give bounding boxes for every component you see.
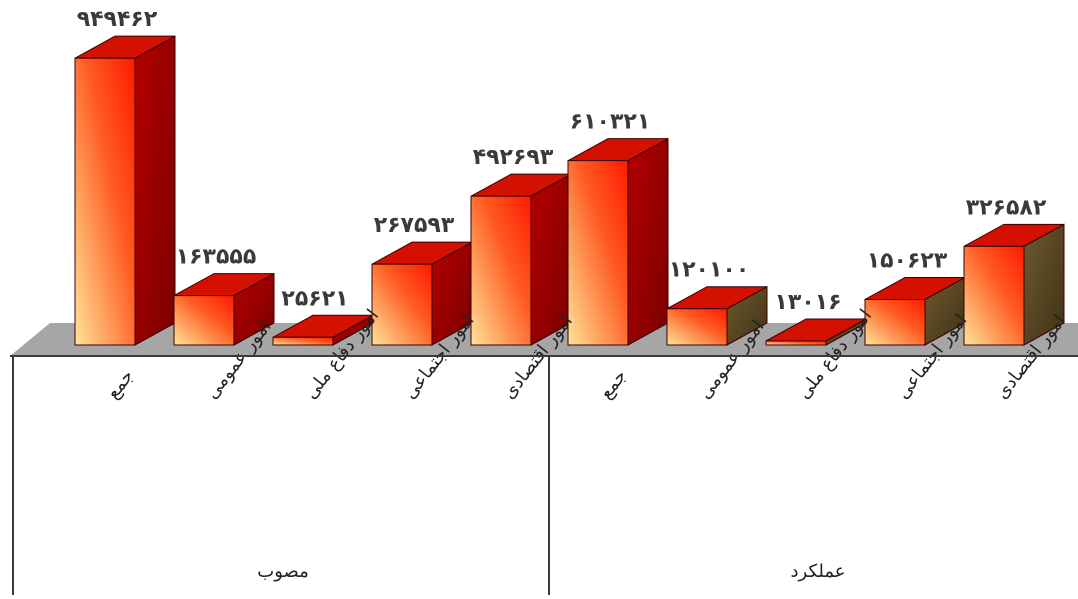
value-label-0-1: ۱۶۳۵۵۵ [176, 245, 257, 270]
value-label-1-4: ۳۲۶۵۸۲ [966, 195, 1047, 220]
value-label-1-3: ۱۵۰۶۲۳ [867, 248, 948, 273]
value-label-0-2: ۲۵۶۲۱ [281, 286, 348, 311]
group-label-1: عملکرد [791, 561, 846, 582]
bar-0-4 [470, 195, 532, 346]
bar-1-0 [567, 160, 629, 346]
bars-layer [74, 35, 1065, 346]
axis-layer [10, 355, 1078, 595]
bar-1-2 [765, 340, 827, 346]
value-label-0-3: ۲۶۷۵۹۳ [374, 213, 455, 238]
bar-0-3 [371, 263, 433, 346]
group-label-0: مصوب [257, 561, 309, 582]
bar-side-1-0 [627, 137, 669, 346]
value-label-1-0: ۶۱۰۳۲۱ [570, 110, 651, 135]
value-label-1-2: ۱۳۰۱۶ [774, 290, 841, 315]
category-label-0-0: جمع [102, 366, 138, 403]
value-label-0-4: ۴۹۲۶۹۳ [473, 145, 554, 170]
bar-1-1 [666, 308, 728, 346]
bar-side-0-0 [134, 35, 176, 346]
bar-0-1 [173, 295, 235, 346]
value-label-1-1: ۱۲۰۱۰۰ [669, 258, 750, 283]
bar-0-0 [74, 57, 136, 346]
value-label-0-0: ۹۴۹۴۶۲ [77, 7, 158, 32]
bar-1-4 [963, 245, 1025, 346]
bar-1-3 [864, 298, 926, 346]
category-label-1-0: جمع [595, 366, 631, 403]
bar-0-2 [272, 336, 334, 346]
